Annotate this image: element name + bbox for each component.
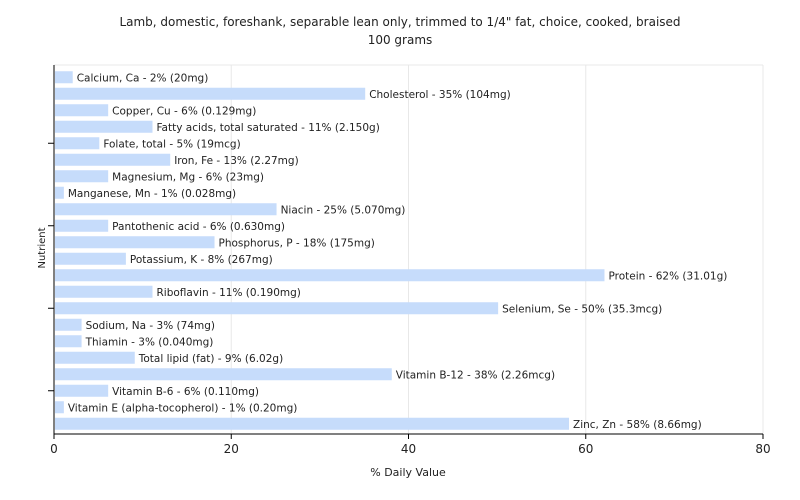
bar-label: Thiamin - 3% (0.040mg)	[85, 336, 214, 348]
x-tick-label: 20	[224, 442, 239, 456]
bar-label: Magnesium, Mg - 6% (23mg)	[112, 171, 264, 183]
bar-label: Phosphorus, P - 18% (175mg)	[219, 237, 375, 249]
bar-label: Vitamin E (alpha-tocopherol) - 1% (0.20m…	[68, 402, 297, 414]
bar-label: Protein - 62% (31.01g)	[608, 270, 727, 282]
bar-label: Potassium, K - 8% (267mg)	[130, 254, 273, 266]
bar	[55, 71, 73, 84]
bar	[55, 285, 153, 298]
bar-label: Folate, total - 5% (19mcg)	[103, 138, 240, 150]
bar	[55, 203, 277, 216]
x-tick-label: 60	[578, 442, 593, 456]
axes: 0 20 40 60 80	[48, 65, 771, 456]
bar	[55, 252, 126, 265]
bar	[55, 170, 109, 183]
bar	[55, 236, 215, 249]
chart-title: Lamb, domestic, foreshank, separable lea…	[119, 15, 681, 29]
bar	[55, 335, 82, 348]
bar-label: Total lipid (fat) - 9% (6.02g)	[138, 353, 283, 365]
bar	[55, 318, 82, 331]
y-axis-label: Nutrient	[37, 227, 48, 268]
bars	[55, 71, 605, 430]
bar	[55, 219, 109, 232]
bar	[55, 104, 109, 117]
bar-label: Vitamin B-12 - 38% (2.26mcg)	[396, 369, 555, 381]
chart-subtitle: 100 grams	[367, 33, 433, 47]
bar	[55, 384, 109, 397]
bar-label: Selenium, Se - 50% (35.3mcg)	[502, 303, 662, 315]
bar-label: Sodium, Na - 3% (74mg)	[86, 320, 215, 332]
bar	[55, 87, 366, 100]
bar	[55, 302, 499, 315]
bar-label: Vitamin B-6 - 6% (0.110mg)	[112, 386, 259, 398]
bar-label: Riboflavin - 11% (0.190mg)	[156, 287, 300, 299]
bar	[55, 269, 605, 282]
x-tick-label: 40	[401, 442, 416, 456]
bar-label: Calcium, Ca - 2% (20mg)	[77, 72, 209, 84]
bar-label: Manganese, Mn - 1% (0.028mg)	[68, 188, 236, 200]
bar	[55, 417, 570, 430]
bar-label: Zinc, Zn - 58% (8.66mg)	[573, 419, 702, 431]
x-tick-label: 0	[50, 442, 58, 456]
bar-label: Niacin - 25% (5.070mg)	[281, 204, 406, 216]
bar-label: Pantothenic acid - 6% (0.630mg)	[112, 221, 285, 233]
bar-label: Iron, Fe - 13% (2.27mg)	[174, 155, 298, 167]
bar-label: Copper, Cu - 6% (0.129mg)	[112, 105, 256, 117]
bar	[55, 120, 153, 133]
bar-label: Cholesterol - 35% (104mg)	[369, 89, 511, 101]
bar	[55, 368, 392, 381]
bar	[55, 137, 100, 150]
bar	[55, 153, 171, 166]
bar-label: Fatty acids, total saturated - 11% (2.15…	[156, 122, 379, 134]
bar	[55, 351, 135, 364]
x-tick-label: 80	[755, 442, 770, 456]
bar	[55, 186, 64, 199]
bar-labels: Calcium, Ca - 2% (20mg) Cholesterol - 35%…	[68, 72, 727, 431]
bar	[55, 401, 64, 414]
x-axis-label: % Daily Value	[370, 466, 446, 479]
